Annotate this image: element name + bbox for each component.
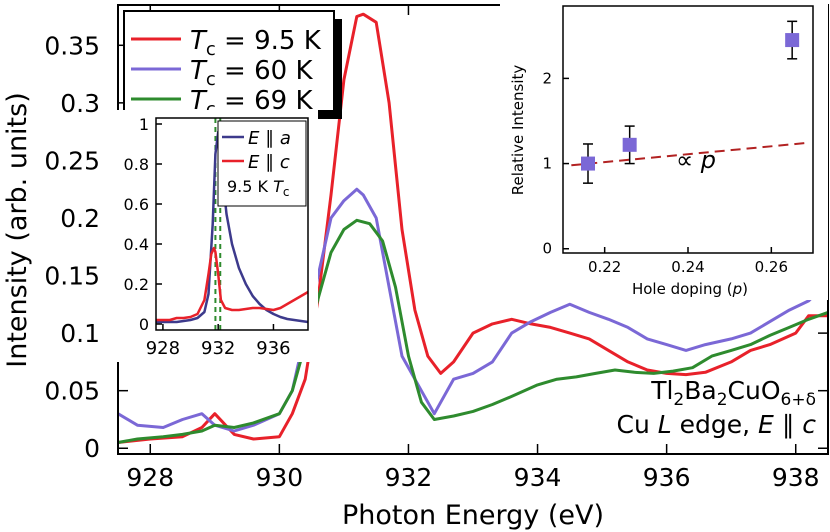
inset-x-tick-label: 936 [256,338,290,359]
edge-annotation: Cu L edge, E ∥ c [617,410,817,439]
proportional-fit-line [571,142,805,167]
main-y-tick-label: 0.2 [60,204,100,233]
inset-doping-x-tick-label: 0.22 [588,258,621,276]
inset-spectra: 928 932 936 0 0.2 0.4 0.6 0.8 1 E ∥ a E ∥ c 9.5… [116,110,318,362]
inset-doping-points-group [581,20,800,184]
main-x-tick-label: 932 [385,463,433,492]
inset-doping-x-tick-label: 0.26 [755,258,788,276]
inset-doping-x-tick-label: 0.24 [671,258,704,276]
inset-doping-x-axis-label: Hole doping (p) [632,280,748,298]
inset-doping-frame [562,5,814,254]
main-x-axis-label: Photon Energy (eV) [342,500,604,531]
proportional-label: ∝ p [676,146,716,174]
main-x-tick-label: 928 [126,463,174,492]
inset-legend-entry-Ec: E ∥ c [222,152,290,173]
inset-temperature-label: 9.5 K Tc [227,177,290,199]
main-y-tick-label: 0.05 [44,377,100,406]
main-y-ticks: 0 0.05 0.1 0.15 0.2 0.25 0.3 0.35 [44,31,828,463]
inset-y-tick-label: 0 [139,315,149,334]
main-y-tick-label: 0 [84,434,100,463]
data-point-0 [581,143,595,184]
inset-y-tick-label: 0.2 [124,275,149,294]
main-series-1 [117,187,830,433]
main-y-tick-label: 0.3 [60,89,100,118]
main-x-tick-label: 936 [643,463,691,492]
sample-formula: Tl2Ba2CuO6+δ [650,376,816,410]
inset-doping-y-tick-label: 2 [542,69,552,87]
square-marker [785,33,800,48]
inset-legend-entry-Ea: E ∥ a [222,128,291,149]
main-y-axis-label: Intensity (arb. units) [2,92,33,368]
inset-y-tick-label: 1 [139,115,149,134]
inset-x-tick-label: 928 [146,338,180,359]
inset-spectra-legend: E ∥ a E ∥ c 9.5 K Tc [217,120,307,207]
svg-text:E ∥ a: E ∥ a [248,128,291,149]
main-series-0 [117,12,828,444]
main-legend: Tc = 9.5 K Tc = 60 K Tc = 69 K [123,10,342,120]
main-series-2 [117,218,829,444]
inset-y-tick-label: 0.6 [124,195,149,214]
data-point-1 [622,125,637,165]
svg-text:E ∥ c: E ∥ c [248,152,290,173]
inset-spectra-x-ticks: 928 932 936 [146,324,291,359]
main-x-tick-label: 938 [772,463,820,492]
legend-entry-60K: Tc = 60 K [131,56,313,90]
inset-doping-y-tick-label: 1 [542,155,552,173]
svg-text:Tc = 60 K: Tc = 60 K [190,56,313,90]
sample-annotation: Tl2Ba2CuO6+δ Cu L edge, E ∥ c [617,376,817,439]
main-y-tick-label: 0.35 [44,31,100,60]
inset-doping-background [500,2,828,300]
inset-spectra-y-ticks: 0 0.2 0.4 0.6 0.8 1 [124,115,162,334]
inset-y-tick-label: 0.8 [124,155,149,174]
inset-doping-x-ticks: 0.22 0.24 0.26 [588,247,788,276]
inset-doping-y-axis-label: Relative Intensity [509,65,527,196]
main-series-group [117,12,830,444]
legend-entry-9.5K: Tc = 9.5 K [131,26,322,60]
square-marker [622,137,637,152]
inset-series-1 [156,246,309,322]
main-x-ticks: 928 930 932 934 936 938 [126,5,820,492]
inset-doping: 0.22 0.24 0.26 0 1 2 Hole doping (p) Relativ… [500,2,828,300]
main-y-tick-label: 0.1 [60,319,100,348]
data-point-2 [785,20,800,60]
main-x-tick-label: 934 [514,463,562,492]
main-y-tick-label: 0.25 [44,146,100,175]
inset-spectra-frame [155,117,309,331]
inset-doping-fit-group [571,142,805,167]
inset-y-tick-label: 0.4 [124,235,149,254]
main-y-tick-label: 0.15 [44,262,100,291]
inset-doping-y-tick-label: 0 [542,240,552,258]
main-x-tick-label: 930 [256,463,304,492]
inset-doping-y-ticks: 0 1 2 [542,69,569,258]
inset-x-tick-label: 932 [201,338,235,359]
svg-text:Tc = 9.5 K: Tc = 9.5 K [190,26,322,60]
square-marker [581,156,595,171]
